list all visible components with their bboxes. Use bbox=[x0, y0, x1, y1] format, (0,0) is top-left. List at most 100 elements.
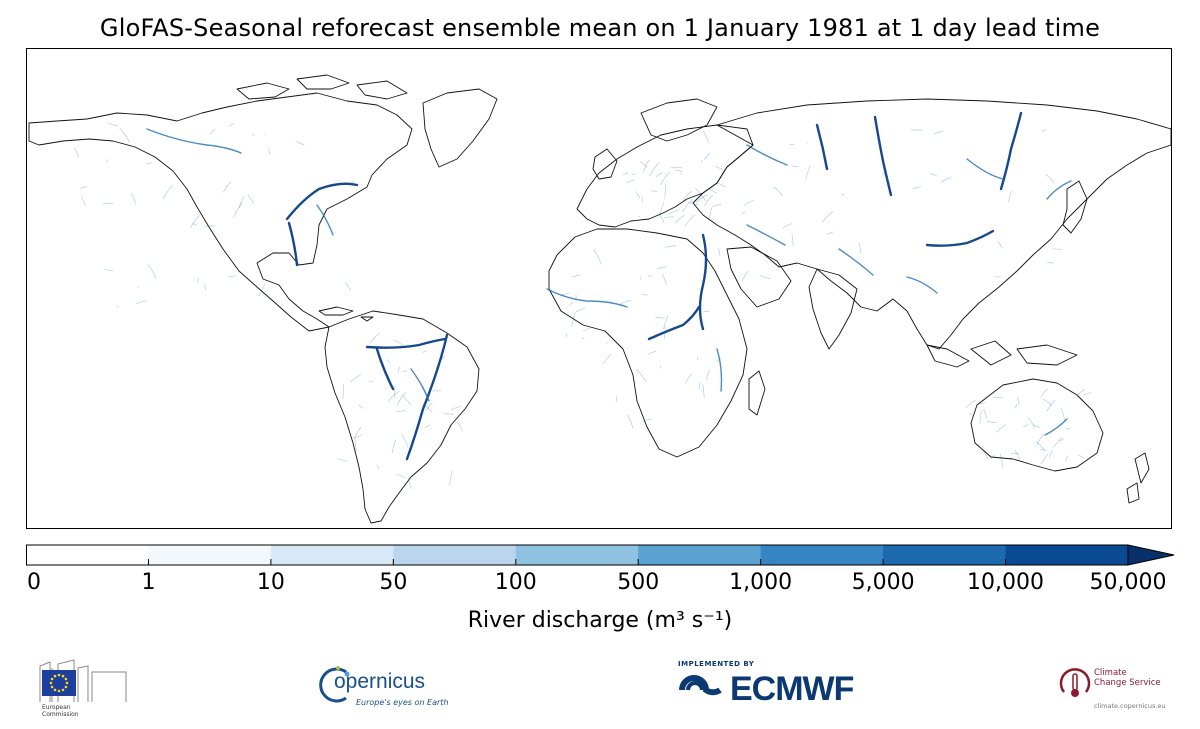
river bbox=[700, 160, 703, 163]
colorbar-segment bbox=[393, 545, 517, 565]
eu-star bbox=[61, 688, 65, 692]
river bbox=[1060, 408, 1066, 422]
river bbox=[642, 418, 652, 422]
coast-africa bbox=[548, 228, 748, 458]
river bbox=[1014, 404, 1018, 409]
river bbox=[575, 307, 586, 313]
river bbox=[268, 148, 271, 155]
river bbox=[410, 368, 430, 402]
river bbox=[1040, 453, 1049, 465]
river bbox=[351, 180, 354, 187]
river bbox=[626, 179, 635, 183]
river bbox=[401, 395, 412, 406]
eu-star bbox=[64, 677, 68, 681]
river bbox=[841, 193, 845, 196]
river bbox=[405, 333, 449, 461]
river bbox=[635, 369, 647, 383]
river bbox=[668, 209, 680, 214]
river bbox=[664, 183, 667, 198]
river bbox=[145, 162, 152, 165]
river bbox=[709, 188, 717, 194]
coast-caribbean bbox=[318, 306, 374, 322]
river bbox=[684, 373, 693, 384]
river bbox=[1053, 437, 1063, 448]
river bbox=[702, 130, 709, 144]
river bbox=[655, 172, 663, 178]
river bbox=[1023, 424, 1028, 427]
copernicus-name: opernicus bbox=[334, 670, 426, 693]
river bbox=[682, 190, 692, 202]
river bbox=[717, 182, 726, 188]
river bbox=[560, 292, 570, 296]
river bbox=[258, 283, 266, 296]
river bbox=[706, 369, 710, 381]
river bbox=[711, 204, 722, 207]
river bbox=[996, 424, 1007, 433]
colorbar-segment bbox=[270, 545, 394, 565]
river bbox=[1044, 418, 1068, 436]
eu-star bbox=[57, 689, 61, 693]
river bbox=[386, 359, 390, 363]
river bbox=[229, 123, 234, 127]
colorbar-segment bbox=[148, 545, 272, 565]
river bbox=[966, 158, 1004, 180]
river bbox=[999, 111, 1023, 191]
river bbox=[353, 434, 362, 439]
colorbar-segment bbox=[883, 545, 1007, 565]
river bbox=[197, 277, 200, 283]
colorbar-segment bbox=[1005, 545, 1129, 565]
river bbox=[1065, 427, 1071, 430]
river bbox=[422, 351, 427, 353]
eu-star bbox=[61, 674, 65, 678]
river bbox=[1008, 190, 1012, 203]
river bbox=[656, 266, 667, 270]
river bbox=[583, 327, 590, 331]
river bbox=[1039, 448, 1047, 451]
river bbox=[838, 248, 874, 276]
river bbox=[792, 165, 799, 167]
river bbox=[137, 286, 139, 288]
river bbox=[131, 193, 136, 204]
coast-scandinavia bbox=[640, 98, 718, 142]
river bbox=[375, 347, 395, 391]
eu-star bbox=[65, 681, 69, 685]
river bbox=[940, 176, 952, 183]
river bbox=[546, 288, 628, 308]
map-canvas bbox=[28, 74, 1171, 524]
river bbox=[593, 249, 602, 265]
river bbox=[565, 332, 568, 338]
coast-arctic-islands bbox=[236, 74, 408, 100]
river bbox=[422, 403, 433, 413]
river bbox=[106, 159, 109, 162]
river bbox=[744, 199, 754, 206]
river bbox=[704, 195, 714, 206]
river bbox=[602, 354, 612, 364]
river bbox=[1041, 128, 1047, 132]
river bbox=[449, 470, 453, 485]
river bbox=[695, 188, 706, 202]
river bbox=[354, 427, 362, 438]
river bbox=[79, 186, 87, 189]
river bbox=[443, 413, 454, 415]
river bbox=[703, 310, 710, 313]
river bbox=[934, 130, 944, 134]
river bbox=[696, 356, 699, 360]
eu-star bbox=[49, 681, 53, 685]
river bbox=[451, 405, 463, 410]
ecmwf-name: ECMWF bbox=[730, 670, 854, 708]
river bbox=[680, 173, 683, 175]
river bbox=[619, 299, 631, 305]
eu-star bbox=[53, 688, 57, 692]
river bbox=[702, 383, 705, 398]
river bbox=[354, 437, 357, 452]
river bbox=[247, 194, 254, 204]
colorbar-tick-label: 0 bbox=[27, 570, 41, 595]
river bbox=[424, 424, 431, 429]
river bbox=[663, 215, 674, 219]
river bbox=[716, 348, 723, 392]
river bbox=[368, 380, 374, 383]
river bbox=[649, 162, 659, 177]
river bbox=[393, 339, 405, 348]
river bbox=[1016, 396, 1020, 406]
river bbox=[1052, 248, 1063, 250]
